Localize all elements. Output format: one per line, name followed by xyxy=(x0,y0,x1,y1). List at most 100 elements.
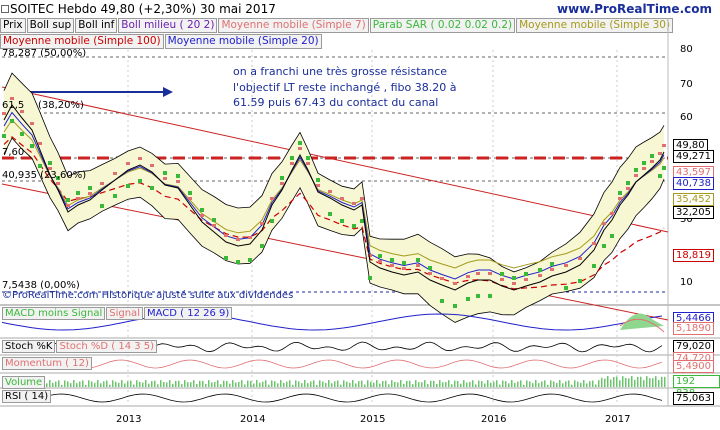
legend-item-2[interactable]: Boll inf xyxy=(75,18,118,33)
volume-bar xyxy=(637,376,639,387)
volume-bar xyxy=(664,376,666,387)
ma7-marker xyxy=(650,160,654,163)
price-axis-label: 80 xyxy=(680,44,693,55)
sar-marker xyxy=(298,141,302,145)
sar-marker xyxy=(564,286,568,290)
volume-bar xyxy=(61,384,63,387)
stoch-legend-item-0[interactable]: Stoch %K xyxy=(2,340,56,353)
sar-marker xyxy=(2,134,6,138)
volume-bar xyxy=(58,380,60,387)
legend-item-row2-0[interactable]: Moyenne mobile (Simple 100) xyxy=(0,34,164,49)
volume-bar xyxy=(229,383,231,387)
volume-bar xyxy=(217,380,219,387)
legend-item-3[interactable]: Boll milieu ( 20 2) xyxy=(118,18,218,33)
volume-bar xyxy=(601,377,603,387)
sar-marker xyxy=(270,219,274,223)
volume-bar xyxy=(157,384,159,387)
volume-bar xyxy=(514,382,516,387)
volume-bar xyxy=(100,383,102,387)
ma7-marker xyxy=(488,272,492,275)
ma7-marker xyxy=(20,110,24,113)
volume-bar xyxy=(121,380,123,387)
sar-marker xyxy=(378,254,382,258)
sar-marker xyxy=(618,191,622,195)
ma7-marker xyxy=(564,264,568,267)
volume-bar xyxy=(382,381,384,387)
volume-bar xyxy=(346,381,348,387)
volume-bar xyxy=(334,381,336,387)
volume-bar xyxy=(454,380,456,387)
analysis-annotation: on a franchi une très grosse résistance … xyxy=(233,64,456,111)
bollinger-lower xyxy=(3,137,665,323)
momentum-legend-item-0[interactable]: Momentum ( 12) xyxy=(2,357,92,370)
legend-item-0[interactable]: Prix xyxy=(0,18,26,33)
ma7-marker xyxy=(642,167,646,170)
volume-bar xyxy=(649,378,651,387)
volume-bar xyxy=(367,380,369,387)
volume-bar xyxy=(187,382,189,387)
chart-header: SOITEC Hebdo 49,80 (+2,30%) 30 mai 2017 … xyxy=(0,0,720,18)
legend-item-6[interactable]: Moyenne mobile (Simple 30) xyxy=(516,18,674,33)
volume-bar xyxy=(274,381,276,387)
provider-url[interactable]: www.ProRealTime.com xyxy=(557,2,712,16)
sar-marker xyxy=(30,144,34,148)
price-axis-label: 10 xyxy=(680,277,693,288)
ma7-marker xyxy=(224,234,228,237)
ma7-marker xyxy=(578,257,582,260)
sar-marker xyxy=(602,244,606,248)
ma7-marker xyxy=(236,238,240,241)
instrument-checkbox[interactable] xyxy=(1,5,9,13)
volume-bar xyxy=(565,381,567,387)
sar-marker xyxy=(512,276,516,280)
ma7-marker xyxy=(466,275,470,278)
ma7-marker xyxy=(662,144,666,147)
ma7-marker xyxy=(618,197,622,200)
legend-item-5[interactable]: Parab SAR ( 0.02 0.02 0.2) xyxy=(369,18,516,33)
volume-bar xyxy=(544,380,546,387)
volume-bar xyxy=(301,383,303,387)
volume-bar xyxy=(208,380,210,387)
volume-bar xyxy=(616,376,618,387)
ma7-marker xyxy=(248,236,252,239)
ma7-marker xyxy=(610,212,614,215)
stoch-legend-item-1[interactable]: Stoch %D ( 14 3 5) xyxy=(56,340,158,353)
volume-bar xyxy=(604,378,606,387)
macd-legend-item-1[interactable]: Signal xyxy=(106,307,143,320)
volume-bar xyxy=(553,381,555,387)
macd-legend-item-2[interactable]: MACD ( 12 26 9) xyxy=(143,307,233,320)
volume-bar xyxy=(547,384,549,387)
rsi-value-box: 75,063 xyxy=(673,392,714,405)
macd-legend: MACD moins Signal Signal MACD ( 12 26 9) xyxy=(2,307,233,320)
volume-bar xyxy=(202,380,204,387)
volume-bar xyxy=(388,384,390,387)
annotation-line-1: on a franchi une très grosse résistance xyxy=(233,65,448,78)
sar-marker xyxy=(150,186,154,190)
volume-bar xyxy=(109,384,111,387)
volume-bar xyxy=(511,380,513,387)
legend-item-1[interactable]: Boll sup xyxy=(26,18,75,33)
volume-bar xyxy=(463,380,465,387)
rsi-legend-item-0[interactable]: RSI ( 14) xyxy=(2,390,52,403)
volume-bar xyxy=(376,380,378,387)
volume-bar xyxy=(52,382,54,387)
sar-marker xyxy=(550,262,554,266)
volume-bar xyxy=(142,382,144,387)
macd-signal-line xyxy=(619,318,665,333)
volume-bar xyxy=(400,380,402,387)
sar-marker xyxy=(163,171,167,175)
volume-bar xyxy=(472,380,474,387)
volume-bar xyxy=(562,383,564,387)
legend-item-row2-1[interactable]: Moyenne mobile (Simple 20) xyxy=(164,34,322,49)
ma7-marker xyxy=(626,187,630,190)
volume-bar xyxy=(484,383,486,387)
volume-legend-item-0[interactable]: Volume xyxy=(2,376,46,389)
macd-legend-item-0[interactable]: MACD moins Signal xyxy=(2,307,106,320)
ma7-marker xyxy=(2,112,6,115)
ma7-marker xyxy=(402,267,406,270)
channel-lower-line xyxy=(1,183,669,321)
volume-bar xyxy=(190,382,192,387)
ma7-marker xyxy=(150,164,154,167)
ma7-marker xyxy=(176,180,180,183)
volume-bar xyxy=(331,383,333,387)
legend-item-4[interactable]: Moyenne mobile (Simple 7) xyxy=(218,18,369,33)
